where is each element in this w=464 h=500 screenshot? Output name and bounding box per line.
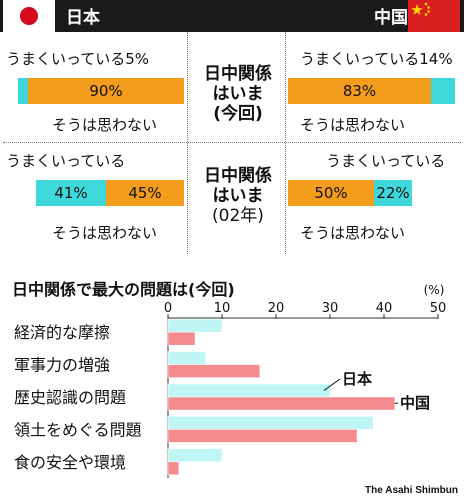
center-label-current: 日中関係 はいま (今回): [190, 64, 286, 124]
center-label-2002-line3: (02年): [212, 206, 264, 226]
x-tick-label: 20: [268, 301, 285, 316]
header-bar: 日本 中国: [0, 0, 464, 32]
series-callout-line: [323, 378, 341, 391]
series-callout-line: [394, 402, 399, 404]
jp-2002-bad-bar: [106, 180, 184, 206]
series-label-china: 中国: [400, 394, 430, 412]
bar-japan: [167, 448, 223, 463]
jp-2002-good-label: うまくいっている: [6, 152, 126, 170]
axis-unit-label: (%): [424, 283, 445, 297]
survey-panel: [3, 32, 461, 254]
cn-2002-bad-bar: [288, 180, 374, 206]
japan-flag-icon: [3, 0, 55, 32]
jp-current-bad-bar: [28, 78, 184, 104]
jp-2002-good-value: 41%: [54, 184, 88, 202]
cn-2002-good-value: 22%: [376, 184, 410, 202]
bar-china: [167, 364, 261, 378]
center-label-current-line3: (今回): [213, 104, 263, 124]
divider-horizontal: [3, 142, 461, 143]
bar-china: [167, 396, 396, 411]
jp-2002-bad-label: そうは思わない: [52, 224, 158, 242]
cn-current-bad-bar: [288, 78, 431, 104]
bar-china: [167, 461, 180, 476]
x-tick-label: 10: [214, 301, 231, 316]
x-tick-label: 50: [430, 301, 447, 316]
cn-current-bad-label: そうは思わない: [300, 116, 406, 134]
category-label: 食の安全や環境: [14, 453, 126, 472]
jp-2002-bad-value: 45%: [128, 184, 162, 202]
bar-japan: [167, 351, 207, 365]
category-label: 領土をめぐる問題: [14, 420, 142, 439]
cn-current-good-bar: [431, 78, 455, 104]
divider-left: [187, 32, 188, 254]
jp-current-good-label: うまくいっている5%: [6, 50, 150, 68]
china-flag-icon: [408, 0, 460, 32]
cn-2002-bad-label: そうは思わない: [300, 224, 406, 242]
bar-china: [167, 331, 196, 346]
bar-japan: [167, 383, 331, 398]
cn-2002-good-bar: [374, 180, 412, 206]
bar-japan: [167, 416, 374, 430]
x-tick-label: 30: [322, 301, 339, 316]
category-label: 軍事力の増強: [14, 356, 110, 375]
jp-current-good-bar: [18, 78, 28, 104]
category-label: 経済的な摩擦: [14, 323, 110, 342]
center-label-current-line1: 日中関係: [204, 64, 272, 84]
cn-current-bad-value: 83%: [342, 82, 377, 100]
center-label-current-line2: はいま: [212, 84, 264, 104]
credit-text: The Asahi Shimbun: [365, 485, 458, 496]
center-label-2002-line1: 日中関係: [204, 166, 272, 186]
center-label-2002: 日中関係 はいま (02年): [190, 166, 286, 226]
category-label: 歴史認識の問題: [14, 388, 126, 407]
jp-current-bad-value: 90%: [89, 82, 123, 100]
jp-2002-good-bar: [36, 180, 106, 206]
china-label: 中国: [374, 8, 408, 28]
cn-current-good-label: うまくいっている14%: [300, 50, 453, 68]
bar-japan: [167, 318, 223, 333]
cn-2002-good-label: うまくいっている: [326, 152, 446, 170]
x-tick-label: 40: [376, 301, 393, 316]
jp-current-bad-label: そうは思わない: [52, 116, 158, 134]
divider-right: [285, 32, 286, 254]
series-label-japan: 日本: [342, 370, 372, 388]
japan-label: 日本: [66, 8, 100, 28]
issues-chart-title: 日中関係で最大の問題は(今回): [12, 280, 235, 299]
bar-china: [167, 429, 358, 443]
x-tick-label: 0: [164, 301, 172, 316]
center-label-2002-line2: はいま: [212, 186, 264, 206]
cn-2002-bad-value: 50%: [314, 184, 348, 202]
